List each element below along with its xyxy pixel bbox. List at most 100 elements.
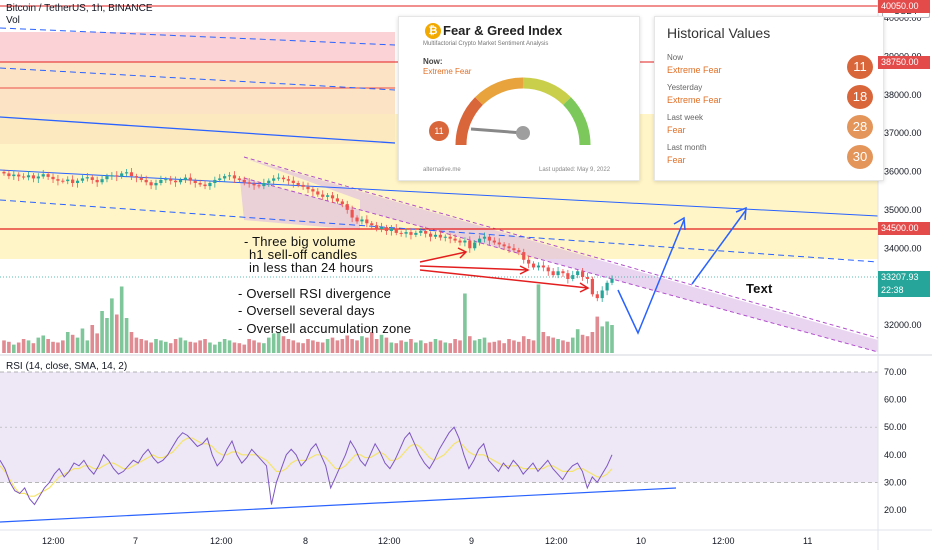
candle-body (482, 236, 487, 239)
volume-bar (541, 332, 546, 353)
volume-bar (399, 340, 403, 353)
volume-bar (144, 340, 148, 353)
gauge-arc-red (455, 97, 484, 146)
volume-bar (281, 336, 286, 353)
note-arrow-3 (419, 269, 589, 289)
candle-body (31, 175, 36, 179)
price-tick-label: 36000.00 (884, 167, 922, 177)
price-label-38750: 38750.00 (878, 56, 930, 69)
candle-body (183, 177, 188, 180)
volume-bar (350, 339, 354, 353)
candle-body (178, 179, 183, 183)
projection-arrowhead-1 (673, 216, 686, 231)
volume-bar (95, 333, 99, 353)
volume-bar (26, 340, 31, 353)
volume-bar (443, 342, 448, 353)
rsi-tick-label: 50.00 (884, 422, 907, 432)
candle-body (345, 204, 349, 210)
candle-body (159, 179, 163, 184)
volume-bar (482, 337, 487, 353)
volume-bar (316, 341, 320, 353)
volume-bar (394, 343, 399, 353)
rsi-axis-ticks: 20.00 30.00 40.00 50.00 60.00 70.00 (884, 367, 907, 515)
volume-bar (36, 337, 41, 353)
candle-body (468, 240, 472, 249)
candle-body (453, 238, 457, 241)
price-tick-label: 35000.00 (884, 205, 922, 215)
candle-body (120, 173, 124, 177)
candle-body (46, 174, 50, 177)
volume-bar (183, 340, 188, 353)
candle-body (448, 236, 452, 239)
volume-bar (311, 340, 315, 353)
volume-bar (80, 328, 85, 353)
candle-body (257, 185, 261, 187)
volume-bar (595, 316, 600, 353)
candle-body (605, 282, 609, 291)
trend-solid-1 (0, 116, 396, 144)
volume-bar (610, 325, 614, 353)
volume-bar (164, 341, 168, 353)
candle-body (267, 180, 271, 184)
candle-body (95, 179, 99, 183)
note-volume-2: h1 sell-off candles (249, 247, 358, 262)
note-arrowhead-3 (579, 282, 590, 293)
candle-body (443, 236, 447, 238)
volume-bar (56, 342, 60, 353)
candle-body (286, 179, 290, 181)
candle-body (51, 176, 55, 180)
candle-body (375, 225, 379, 230)
candle-body (517, 250, 521, 253)
historical-row: Last month Fear 30 (667, 143, 873, 171)
price-tick-label: 37000.00 (884, 128, 922, 138)
note-arrow-1 (419, 251, 467, 263)
historical-value-badge: 11 (847, 55, 873, 79)
volume-bar (428, 341, 433, 353)
candle-body (433, 234, 438, 237)
candle-body (291, 180, 295, 184)
candle-body (340, 201, 344, 205)
volume-bar (154, 339, 158, 353)
candle-body (61, 180, 65, 182)
rsi-tick-label: 70.00 (884, 367, 907, 377)
candle-body (585, 277, 590, 279)
candle-body (379, 227, 384, 230)
volume-bar (605, 321, 609, 353)
volume-bar (453, 339, 457, 353)
fear-greed-source: alternative.me (423, 167, 461, 173)
candle-body (595, 294, 599, 299)
volume-bar (252, 340, 256, 353)
candle-body (311, 189, 315, 192)
candle-body (144, 179, 148, 183)
volume-bar (418, 340, 423, 353)
candle-body (66, 179, 70, 182)
candle-body (531, 263, 536, 268)
countdown-label: 22:38 (878, 284, 930, 297)
volume-bar (590, 332, 595, 353)
candle-body (296, 183, 300, 185)
rsi-tick-label: 40.00 (884, 450, 907, 460)
volume-bar (7, 341, 11, 353)
candle-body (438, 234, 442, 238)
candle-body (154, 183, 158, 186)
volume-bar (531, 340, 536, 353)
volume-bar (404, 341, 408, 353)
candle-body (41, 174, 45, 177)
time-tick: 7 (133, 536, 139, 546)
candle-body (115, 175, 119, 177)
volume-bar (159, 340, 163, 353)
candle-body (419, 230, 423, 233)
candle-body (129, 172, 134, 177)
candle-body (463, 240, 467, 243)
historical-value-badge: 30 (847, 145, 873, 169)
candle-body (355, 217, 359, 222)
gauge-needle (470, 127, 524, 135)
volume-bar (21, 339, 26, 353)
volume-bar (168, 343, 173, 353)
candle-body (203, 184, 207, 187)
volume-bar (242, 344, 247, 353)
gauge-hub (516, 126, 530, 140)
volume-bar (257, 342, 261, 353)
volume-bar (90, 325, 95, 353)
candle-body (188, 177, 192, 181)
